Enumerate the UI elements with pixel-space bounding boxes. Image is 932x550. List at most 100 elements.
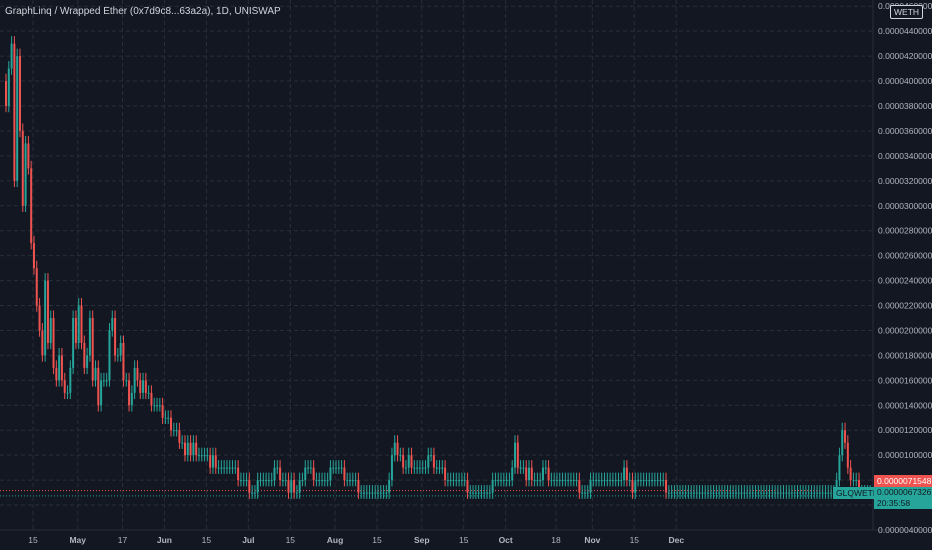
candle-body xyxy=(175,430,178,432)
candle xyxy=(156,397,159,412)
candle xyxy=(695,485,698,499)
candle-body xyxy=(639,480,642,482)
candle-body xyxy=(519,467,522,469)
candle-body xyxy=(620,480,623,482)
candle xyxy=(444,460,447,487)
candle xyxy=(821,485,824,499)
candle-body xyxy=(849,467,852,481)
candle-body xyxy=(486,492,489,494)
candle xyxy=(536,472,539,487)
candle xyxy=(816,485,819,499)
candle-body xyxy=(732,492,735,494)
candle xyxy=(555,472,558,487)
y-tick-label: 0.0000340000 xyxy=(878,151,932,161)
candle xyxy=(720,485,723,499)
candle-body xyxy=(533,480,536,482)
candle-body xyxy=(609,480,612,482)
candle xyxy=(265,472,268,487)
candle xyxy=(712,485,715,499)
candle xyxy=(522,460,525,474)
candle-body xyxy=(799,492,802,494)
candle xyxy=(569,472,572,487)
candle xyxy=(251,485,254,499)
candle xyxy=(144,372,147,400)
candle-body xyxy=(376,492,379,494)
candle xyxy=(637,472,640,487)
candle xyxy=(133,360,136,400)
candle-body xyxy=(214,455,217,468)
candle-body xyxy=(189,442,192,456)
candle xyxy=(337,460,340,474)
candle-body xyxy=(368,492,371,494)
candle xyxy=(390,447,393,487)
candle-body xyxy=(18,56,21,131)
candle xyxy=(620,472,623,487)
y-tick-label: 0.0000040000 xyxy=(878,525,932,535)
candle-body xyxy=(158,405,161,407)
candle-body xyxy=(209,455,212,468)
candle xyxy=(653,472,656,487)
quote-currency-badge[interactable]: WETH xyxy=(890,5,924,19)
candle xyxy=(505,472,508,487)
candle-body xyxy=(228,467,231,469)
candle xyxy=(567,472,570,487)
candle-body xyxy=(307,467,310,469)
candle xyxy=(304,460,307,487)
candle-body xyxy=(497,480,500,482)
candle-body xyxy=(709,492,712,494)
candle-body xyxy=(634,480,637,493)
candle xyxy=(846,435,849,474)
candle xyxy=(799,485,802,499)
candle xyxy=(270,472,273,487)
candle-body xyxy=(544,467,547,469)
candle-body xyxy=(253,492,256,494)
candle-body xyxy=(536,480,539,482)
candle-body xyxy=(550,480,553,482)
time-axis[interactable]: 15 May 17 Jun 15 Jul 15 Aug 15 Sep 15 Oct 18 Nov 15 Dec xyxy=(28,535,684,545)
candle-body xyxy=(44,280,47,356)
candle-body xyxy=(58,355,61,381)
candle-body xyxy=(259,480,262,482)
candle-body xyxy=(760,492,763,494)
candle-body xyxy=(318,480,321,482)
candle xyxy=(774,485,777,499)
candle-body xyxy=(788,492,791,494)
candle xyxy=(477,485,480,499)
candle-body xyxy=(27,143,30,169)
candle xyxy=(659,472,662,487)
candle xyxy=(203,447,206,462)
candle-body xyxy=(108,330,111,381)
candle xyxy=(729,485,732,499)
price-axis[interactable]: 0.00000400000.00000600000.00000800000.00… xyxy=(878,1,932,535)
candle-body xyxy=(290,480,293,493)
x-tick-label: 18 xyxy=(551,535,561,545)
x-tick-label: Sep xyxy=(414,535,430,545)
candle-body xyxy=(35,268,38,306)
candle xyxy=(734,485,737,499)
candle xyxy=(410,447,413,474)
candle-body xyxy=(514,442,517,468)
candle xyxy=(438,460,441,474)
candle-body xyxy=(460,480,463,482)
candle xyxy=(97,360,100,412)
candle-body xyxy=(122,342,125,381)
candle xyxy=(553,472,556,487)
candle-body xyxy=(88,318,91,356)
candle-body xyxy=(494,480,497,482)
candle-body xyxy=(547,467,550,481)
candle-body xyxy=(723,492,726,494)
candle xyxy=(656,472,659,487)
candle-body xyxy=(458,480,461,482)
candle xyxy=(469,485,472,499)
candle xyxy=(237,460,240,487)
candle-body xyxy=(231,467,234,469)
candle-body xyxy=(164,417,167,419)
candle-body xyxy=(589,480,592,493)
candle-body xyxy=(858,480,861,493)
candle-body xyxy=(46,280,49,343)
candle-body xyxy=(527,467,530,481)
candle xyxy=(214,447,217,474)
candle xyxy=(788,485,791,499)
candle-body xyxy=(407,455,410,468)
